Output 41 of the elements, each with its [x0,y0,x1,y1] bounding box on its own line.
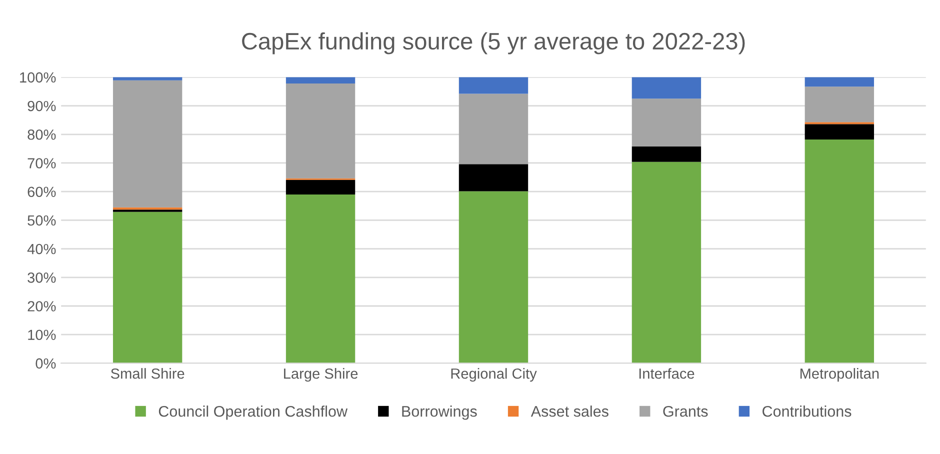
bar [112,77,182,80]
bar [804,140,874,364]
legend-label: Asset sales [530,406,608,417]
bar [112,212,182,364]
y-tick-label: 60% [28,186,56,198]
y-tick-label: 30% [28,272,56,283]
y-tick-label: 100% [20,72,56,83]
y-tick-label: 10% [28,330,56,340]
x-tick-label: Small Shire [110,368,184,379]
legend-label: Borrowings [402,406,477,420]
y-tick-label: 80% [28,129,56,140]
bar [804,77,874,87]
bar [632,162,702,364]
legend-label: Grants [663,406,708,417]
y-tick-label: 40% [27,244,56,254]
bar [632,146,702,162]
bar [286,194,356,364]
x-tick-label: Metropolitan [800,368,879,382]
bar [804,124,874,140]
legend-label: Council Operation Cashflow [158,406,348,420]
bar [286,180,356,194]
bar [286,83,356,178]
bar [632,77,702,99]
y-tick-label: 90% [28,100,56,112]
y-tick-label: 0% [36,358,56,369]
chart-title: CapEx funding source (5 yr average to 2022-23) [242,32,745,54]
y-tick-label: 70% [28,158,56,168]
bar [112,80,182,208]
legend-label: Contributions [762,406,852,417]
x-tick-label: Regional City [451,368,537,382]
y-tick-label: 20% [28,301,56,312]
bar [804,86,874,122]
bar [458,164,528,192]
bar [286,77,356,84]
x-tick-label: Large Shire [284,368,358,382]
bar [458,191,528,364]
y-tick-label: 50% [28,215,56,226]
bar [632,98,702,146]
x-tick-label: Interface [639,368,694,379]
bar [458,77,528,94]
bar [458,94,528,164]
